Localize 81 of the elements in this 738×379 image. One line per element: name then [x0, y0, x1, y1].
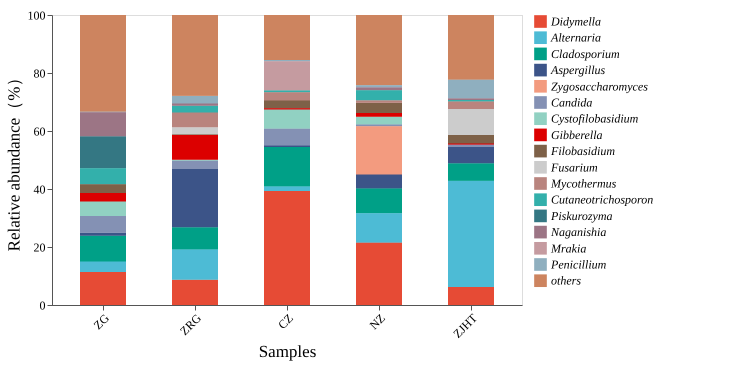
- bar: [172, 160, 218, 169]
- bar: [448, 135, 494, 144]
- bar: [80, 193, 126, 202]
- legend-label: Candida: [551, 96, 592, 110]
- legend-label: Piskurozyma: [550, 208, 613, 223]
- legend-label: Naganishia: [550, 225, 606, 240]
- y-tick-label: 60: [34, 124, 46, 138]
- bar: [356, 116, 402, 124]
- bar: [172, 227, 218, 250]
- x-axis-title: Samples: [258, 342, 316, 362]
- bar: [356, 242, 402, 305]
- bar: [264, 186, 310, 192]
- bar: [264, 15, 310, 60]
- legend-label: Alternaria: [550, 30, 601, 45]
- bar: [80, 168, 126, 184]
- legend-label: Fusarium: [550, 160, 598, 174]
- bar: [172, 280, 218, 305]
- legend-label: Didymella: [550, 14, 601, 28]
- legend-label: Cutaneotrichosporon: [551, 192, 654, 207]
- legend-label: Aspergillus: [550, 63, 606, 78]
- bar: [264, 100, 310, 108]
- bar: [80, 184, 126, 194]
- bar: [80, 216, 126, 233]
- bar: [448, 146, 494, 164]
- bar: [448, 15, 494, 80]
- bar: [356, 90, 402, 100]
- bar: [356, 113, 402, 117]
- y-tick-label: 20: [34, 240, 46, 254]
- legend-label: others: [551, 274, 582, 288]
- bar: [448, 80, 494, 98]
- legend-label: Cladosporium: [551, 46, 620, 61]
- bar: [356, 15, 402, 86]
- bar: [264, 61, 310, 90]
- x-tick-label: NZ: [366, 311, 388, 332]
- bar: [80, 136, 126, 168]
- bar: [80, 112, 126, 136]
- bar: [172, 135, 218, 160]
- bar: [264, 146, 310, 186]
- y-tick-label: 100: [28, 8, 46, 22]
- bar: [264, 92, 310, 101]
- bar: [356, 188, 402, 214]
- bar: [264, 110, 310, 129]
- x-tick-label: ZG: [90, 310, 112, 332]
- legend-label: Zygosaccharomyces: [551, 79, 648, 94]
- bar: [80, 201, 126, 216]
- bar: [172, 15, 218, 96]
- legend-label: Mycothermus: [550, 176, 617, 190]
- bar: [448, 163, 494, 181]
- legend-label: Cystofilobasidium: [551, 112, 639, 126]
- bar: [80, 262, 126, 272]
- bar: [80, 272, 126, 305]
- bar: [356, 100, 402, 103]
- bar: [448, 180, 494, 288]
- bar: [172, 112, 218, 128]
- y-tick-label: 40: [34, 182, 46, 196]
- bar: [356, 102, 402, 114]
- bar: [356, 213, 402, 243]
- bar: [80, 236, 126, 262]
- bar: [172, 168, 218, 228]
- bar: [448, 101, 494, 109]
- y-tick-label: 0: [40, 298, 46, 312]
- y-tick-label: 80: [34, 66, 46, 80]
- bar: [356, 126, 402, 174]
- bar: [172, 127, 218, 134]
- legend-label: Gibberella: [551, 128, 603, 142]
- bar: [172, 96, 218, 104]
- bar: [448, 287, 494, 305]
- bar: [172, 103, 218, 106]
- bar: [356, 174, 402, 188]
- bar: [264, 191, 310, 305]
- bar: [356, 87, 402, 90]
- legend-label: Penicillium: [550, 258, 607, 272]
- bar: [172, 249, 218, 280]
- bar: [264, 128, 310, 146]
- bar: [448, 108, 494, 136]
- x-tick-label: CZ: [275, 311, 296, 332]
- bar: [172, 106, 218, 112]
- legend-label: Filobasidium: [550, 144, 616, 158]
- bar: [80, 15, 126, 112]
- y-axis-title: Relative abundance（%）: [4, 70, 24, 252]
- legend-label: Mrakia: [550, 241, 586, 256]
